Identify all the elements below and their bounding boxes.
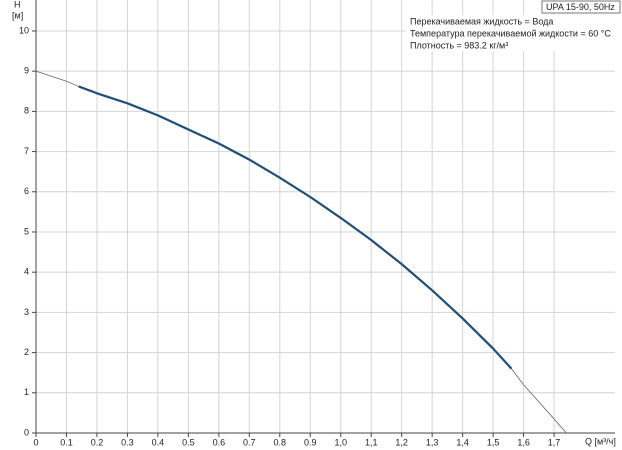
y-axis-unit: [м]	[12, 10, 23, 20]
x-tick-label: 1,7	[548, 437, 561, 447]
y-tick-label: 6	[24, 186, 29, 196]
y-tick-label: 7	[24, 146, 29, 156]
annotation: Плотность = 983.2 кг/м³	[410, 40, 508, 50]
curve	[35, 70, 567, 434]
x-tick-label: 1,4	[456, 437, 469, 447]
x-tick-label: 0.8	[274, 437, 287, 447]
x-axis-label: Q [м³/ч]	[585, 436, 616, 446]
x-tick-label: 0.6	[213, 437, 226, 447]
x-tick-label: 0.1	[60, 437, 73, 447]
x-tick-label: 1,2	[395, 437, 408, 447]
chart-title: UPA 15-90, 50Hz	[546, 2, 615, 12]
title-box	[541, 0, 621, 14]
y-tick-label: 2	[24, 347, 29, 357]
x-tick-label: 0.5	[182, 437, 195, 447]
y-tick-label: 8	[24, 106, 29, 116]
annotation: Перекачиваемая жидкость = Вода	[410, 16, 553, 26]
curve	[78, 85, 513, 370]
x-tick-label: 0.3	[121, 437, 134, 447]
y-tick-label: 3	[24, 307, 29, 317]
y-axis-label: H	[14, 0, 21, 9]
y-tick-label: 0	[24, 427, 29, 437]
y-tick-label: 1	[24, 387, 29, 397]
y-tick-label: 5	[24, 226, 29, 236]
x-tick-label: 0.9	[304, 437, 317, 447]
x-tick-label: 0.2	[91, 437, 104, 447]
info-box	[406, 15, 616, 51]
x-tick-label: 0	[33, 437, 38, 447]
x-tick-label: 1,5	[487, 437, 500, 447]
x-tick-label: 0.4	[152, 437, 165, 447]
y-tick-label: 4	[24, 267, 29, 277]
x-tick-label: 1,3	[426, 437, 439, 447]
x-tick-label: 1,0	[334, 437, 347, 447]
y-tick-label: 9	[24, 66, 29, 76]
x-tick-label: 1,1	[365, 437, 378, 447]
annotation: Температура перекачиваемой жидкости = 60…	[410, 28, 611, 38]
x-tick-label: 1,6	[517, 437, 530, 447]
x-tick-label: 0.7	[243, 437, 256, 447]
y-tick-label: 10	[19, 25, 29, 35]
